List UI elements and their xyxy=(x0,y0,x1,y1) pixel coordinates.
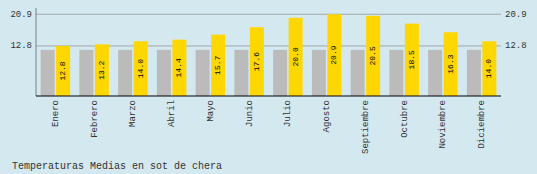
bar xyxy=(289,18,303,96)
x-tick-label: Abril xyxy=(167,100,177,127)
bar xyxy=(157,50,171,96)
x-tick-label: Noviembre xyxy=(438,100,448,149)
bar xyxy=(196,50,210,96)
bar xyxy=(95,44,109,96)
x-tick-label: Enero xyxy=(51,100,61,127)
bar xyxy=(79,50,93,96)
bars xyxy=(41,14,497,96)
data-label: 12.8 xyxy=(58,61,67,80)
data-label: 15.7 xyxy=(213,55,222,74)
y2-tick-label: 12.8 xyxy=(505,41,527,51)
bar xyxy=(467,50,481,96)
bar xyxy=(482,41,496,96)
x-tick-label: Agosto xyxy=(322,100,332,132)
bar xyxy=(327,14,341,96)
data-label: 20.9 xyxy=(329,45,338,64)
data-label: 20.5 xyxy=(368,46,377,65)
grid-line xyxy=(36,14,501,15)
bar xyxy=(351,50,365,96)
data-label: 20.0 xyxy=(291,47,300,66)
x-tick-label: Diciembre xyxy=(477,100,487,149)
data-label: 14.4 xyxy=(174,58,183,77)
y-tick-label: 12.8 xyxy=(10,41,32,51)
x-tick-label: Junio xyxy=(245,100,255,127)
bar xyxy=(250,27,264,96)
x-tick-label: Marzo xyxy=(128,100,138,127)
data-label: 16.3 xyxy=(446,54,455,73)
y-axis-line xyxy=(36,8,37,96)
x-tick-label: Septiembre xyxy=(361,100,371,154)
x-tick-label: Julio xyxy=(283,100,293,127)
data-label: 18.5 xyxy=(407,50,416,69)
x-tick-label: Febrero xyxy=(90,100,100,138)
chart: 12.8 20.9 12.8 20.9 12.8 13.2 14.0 14.4 15.7 17.6… xyxy=(0,0,537,174)
bar xyxy=(405,24,419,96)
bar xyxy=(56,46,70,96)
x-tick-label: Mayo xyxy=(206,100,216,122)
bar xyxy=(41,50,55,96)
chart-container: 12.8 20.9 12.8 20.9 12.8 13.2 14.0 14.4 15.7 17.6… xyxy=(0,0,537,174)
data-label: 13.2 xyxy=(97,60,106,79)
bar xyxy=(234,50,248,96)
bar xyxy=(312,50,326,96)
bar xyxy=(211,35,225,96)
bar xyxy=(273,50,287,96)
bar xyxy=(428,50,442,96)
bar xyxy=(366,16,380,96)
bar xyxy=(134,41,148,96)
data-label: 14.0 xyxy=(136,59,145,78)
baseline xyxy=(36,95,501,96)
bar xyxy=(172,40,186,96)
data-label: 17.6 xyxy=(252,52,261,71)
y-tick-label: 20.9 xyxy=(10,10,32,20)
bar xyxy=(389,50,403,96)
bar xyxy=(118,50,132,96)
title: Temperaturas Medias en sot de chera xyxy=(12,161,222,172)
data-label: 14.0 xyxy=(484,59,493,78)
x-tick-label: Octubre xyxy=(400,100,410,138)
y2-tick-label: 20.9 xyxy=(505,10,527,20)
bar xyxy=(444,32,458,96)
